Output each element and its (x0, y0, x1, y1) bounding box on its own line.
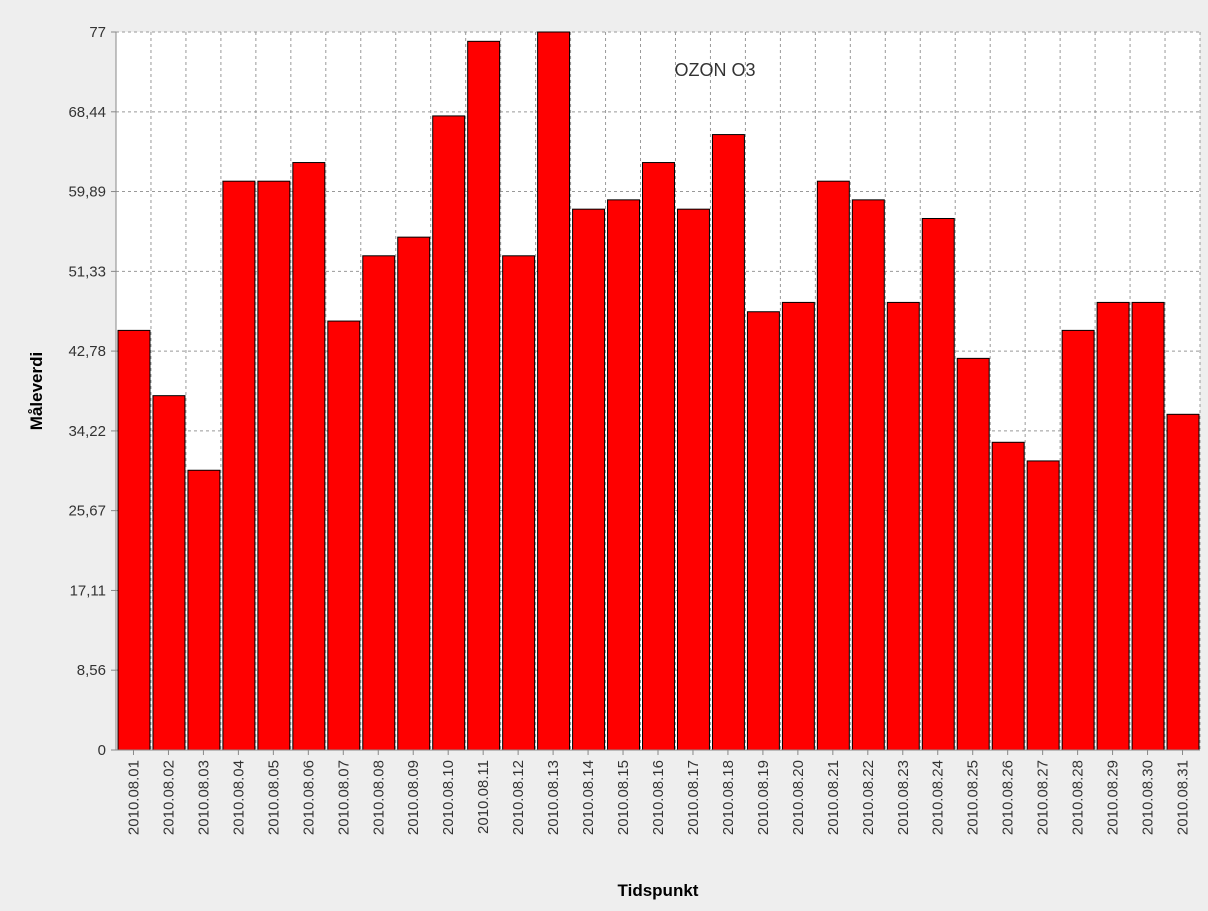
x-tick-label: 2010.08.04 (230, 760, 247, 835)
bar (502, 255, 536, 751)
bar (781, 301, 815, 751)
y-axis-label: Måleverdi (27, 352, 46, 430)
bar (921, 217, 955, 751)
bar (642, 162, 675, 751)
x-tick-label: 2010.08.31 (1175, 760, 1192, 835)
x-tick-label: 2010.08.13 (545, 760, 562, 835)
bar (1026, 460, 1060, 751)
x-tick-label: 2010.08.26 (1000, 760, 1017, 835)
x-tick-label: 2010.08.24 (930, 760, 947, 835)
x-tick-label: 2010.08.29 (1105, 760, 1122, 835)
x-tick-label: 2010.08.20 (790, 760, 807, 835)
bar (1131, 301, 1165, 751)
x-tick-label: 2010.08.07 (335, 760, 352, 835)
y-tick-label: 0 (98, 742, 106, 759)
x-tick-label: 2010.08.22 (860, 760, 877, 835)
x-tick-label: 2010.08.19 (755, 760, 772, 835)
bar (327, 320, 361, 751)
bar (851, 199, 885, 751)
y-tick-label: 17,11 (70, 582, 106, 599)
bar (397, 236, 431, 751)
y-tick-label: 42,78 (68, 343, 106, 360)
bar (292, 162, 326, 751)
axes: 0 8,56 17,11 25,67 34,22 42,78 51,33 59,89 68,44… (68, 24, 1200, 835)
bar (816, 180, 850, 751)
x-tick-label: 2010.08.16 (650, 760, 667, 835)
x-tick-label: 2010.08.17 (685, 760, 702, 835)
y-tick-label: 8,56 (77, 662, 106, 679)
y-tick-label: 59,89 (68, 184, 106, 201)
x-tick-label: 2010.08.01 (125, 760, 142, 835)
bar (676, 208, 710, 751)
x-tick-label: 2010.08.03 (195, 760, 212, 835)
bar (572, 208, 606, 751)
x-tick-label: 2010.08.18 (720, 760, 737, 835)
x-tick-label: 2010.08.21 (825, 760, 842, 835)
x-tick-label: 2010.08.14 (580, 760, 597, 835)
x-tick-label: 2010.08.28 (1070, 760, 1087, 835)
y-tick-label: 68,44 (68, 104, 106, 121)
bar (222, 180, 256, 751)
bar (1166, 413, 1200, 751)
bar (711, 134, 745, 751)
x-tick-label: 2010.08.05 (265, 760, 282, 835)
bar (117, 329, 151, 751)
y-tick-label: 25,67 (68, 503, 106, 520)
bar (432, 115, 466, 751)
x-tick-label: 2010.08.15 (615, 760, 632, 835)
x-tick-label: 2010.08.30 (1140, 760, 1157, 835)
x-tick-label: 2010.08.23 (895, 760, 912, 835)
x-tick-label: 2010.08.25 (965, 760, 982, 835)
bars (117, 31, 1200, 751)
bar (1061, 329, 1095, 751)
bar (537, 31, 571, 751)
bar (956, 357, 990, 751)
bar (467, 40, 501, 751)
bar (886, 301, 920, 751)
x-tick-label: 2010.08.11 (475, 760, 492, 834)
bar (187, 469, 221, 751)
bar (362, 255, 396, 751)
x-tick-label: 2010.08.08 (370, 760, 387, 835)
x-tick-label: 2010.08.10 (440, 760, 457, 835)
bar (1096, 301, 1130, 751)
x-tick-label: 2010.08.06 (300, 760, 317, 835)
bar (607, 199, 641, 751)
chart-title: OZON O3 (674, 60, 755, 80)
y-tick-label: 77 (89, 24, 106, 41)
bar (152, 395, 186, 751)
x-tick-label: 2010.08.27 (1035, 760, 1052, 835)
x-tick-label: 2010.08.09 (405, 760, 422, 835)
x-tick-label: 2010.08.12 (510, 760, 527, 835)
bar (257, 180, 291, 751)
x-tick-label: 2010.08.02 (160, 760, 177, 835)
y-tick-label: 51,33 (68, 263, 106, 280)
bar (991, 441, 1025, 751)
x-axis-label: Tidspunkt (618, 881, 699, 900)
y-tick-label: 34,22 (68, 423, 106, 440)
bar (746, 311, 780, 751)
